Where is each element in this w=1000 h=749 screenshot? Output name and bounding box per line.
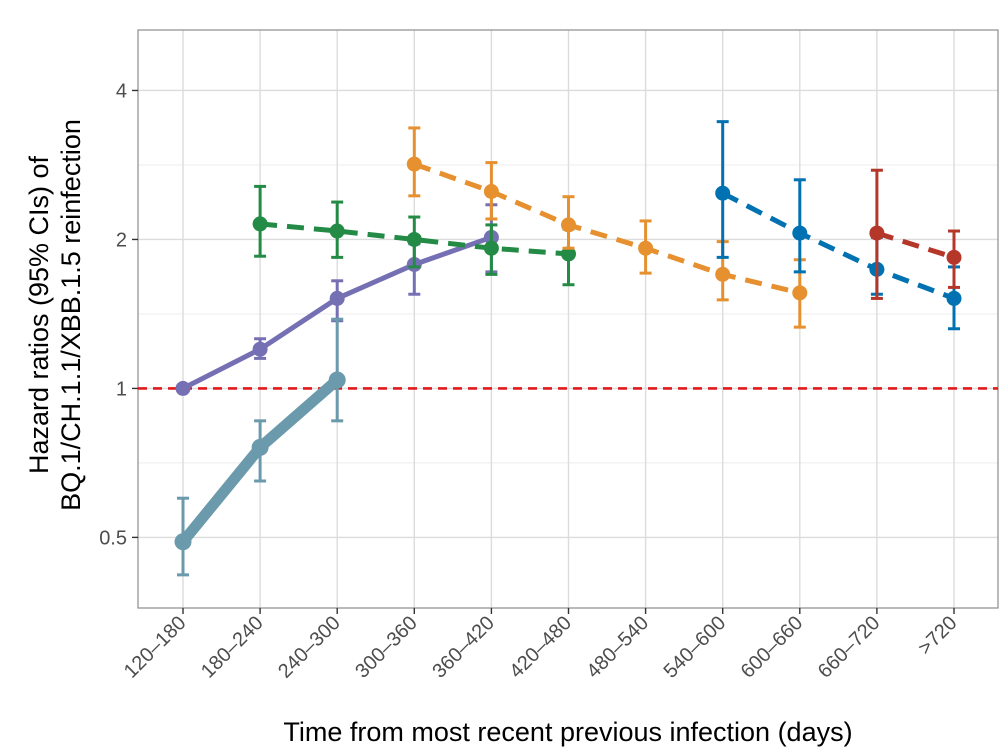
data-point: [715, 266, 731, 282]
data-point: [329, 290, 345, 306]
data-point: [946, 249, 962, 265]
data-point: [483, 240, 499, 256]
data-point: [561, 246, 576, 262]
series-cohort-starting-180-240: [252, 184, 576, 287]
series-line: [721, 190, 955, 301]
x-tick-label: 420–480: [505, 612, 576, 683]
data-point: [561, 217, 576, 233]
series-cohort-starting-540-600: [715, 120, 962, 331]
data-point: [252, 341, 268, 357]
data-point: [252, 216, 268, 232]
series-line: [259, 221, 569, 257]
data-point: [483, 183, 499, 199]
series-line: [413, 161, 801, 296]
x-tick-label: 360–420: [428, 612, 499, 683]
y-tick-label: 4: [116, 80, 127, 102]
y-axis: 0.5 1 2 4: [99, 80, 138, 549]
x-axis: 120–180 180–240 240–300 300–360 360–420 420–4…: [120, 608, 962, 683]
data-point: [174, 533, 192, 551]
data-point: [792, 225, 808, 241]
y-tick-label: 1: [116, 378, 127, 400]
data-point: [946, 290, 962, 306]
data-point: [251, 438, 269, 456]
x-tick-label: 600–660: [737, 612, 808, 683]
y-tick-label: 2: [116, 229, 127, 251]
series-cohort-starting-120-180-b: [174, 317, 346, 577]
series-cohort-starting-300-360: [406, 126, 808, 329]
x-tick-label: >720: [914, 612, 961, 659]
x-tick-label: 180–240: [197, 612, 268, 683]
series-cohort-starting-660-720: [869, 168, 962, 300]
x-tick-label: 300–360: [351, 612, 422, 683]
data-point: [869, 225, 885, 241]
data-point: [328, 371, 346, 389]
grid-lines: [138, 30, 998, 609]
x-tick-label: 540–600: [660, 612, 731, 683]
x-tick-label: 120–180: [120, 612, 191, 683]
y-axis-title-line1: Hazard ratios (95% CIs) of: [24, 155, 54, 474]
data-point: [175, 380, 191, 396]
x-tick-label: 480–540: [583, 612, 654, 683]
series-layer: [174, 120, 962, 577]
x-tick-label: 240–300: [274, 612, 345, 683]
data-point: [715, 185, 731, 201]
x-tick-label: 660–720: [814, 612, 885, 683]
data-point: [329, 223, 345, 239]
series-line: [876, 230, 955, 260]
y-axis-title-line2: BQ.1/CH.1.1/XBB.1.5 reinfection: [56, 119, 86, 511]
data-point: [406, 231, 422, 247]
y-tick-label: 0.5: [99, 527, 127, 549]
data-point: [638, 240, 654, 256]
data-point: [406, 156, 422, 172]
data-point: [792, 285, 808, 301]
x-axis-title: Time from most recent previous infection…: [283, 717, 852, 747]
